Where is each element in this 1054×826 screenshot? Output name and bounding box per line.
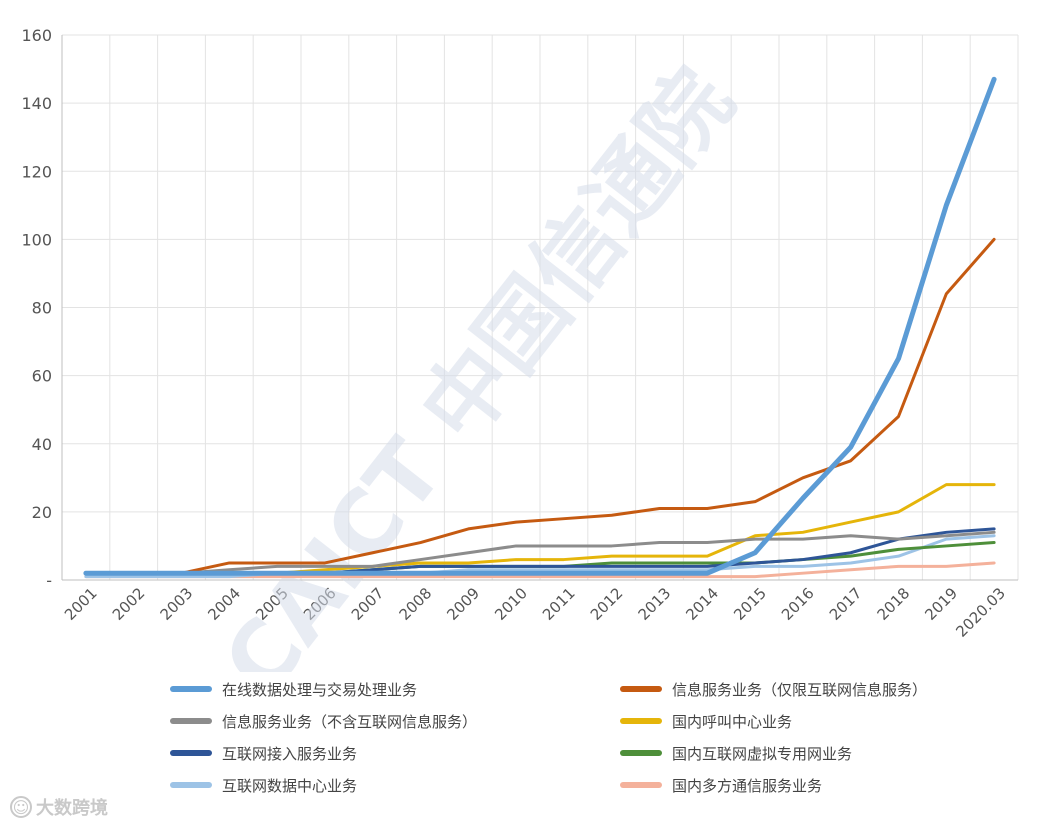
legend-swatch xyxy=(620,750,662,756)
x-tick-label: 2015 xyxy=(730,584,770,624)
legend-label: 国内多方通信服务业务 xyxy=(672,776,823,795)
legend-swatch xyxy=(170,750,212,756)
y-tick-label: 120 xyxy=(21,162,52,181)
logo-icon: ☺ xyxy=(10,796,32,818)
legend-swatch xyxy=(170,718,212,724)
legend-swatch xyxy=(620,718,662,724)
legend-item: 国内呼叫中心业务 xyxy=(620,708,792,734)
legend-item: 信息服务业务（不含互联网信息服务） xyxy=(170,708,477,734)
legend-label: 在线数据处理与交易处理业务 xyxy=(222,680,418,699)
x-tick-label: 2013 xyxy=(635,584,675,624)
y-tick-label: - xyxy=(46,571,52,590)
y-tick-label: 40 xyxy=(32,435,52,454)
x-tick-label: 2016 xyxy=(778,584,818,624)
legend-item: 国内互联网虚拟专用网业务 xyxy=(620,740,852,766)
y-tick-label: 140 xyxy=(21,94,52,113)
series-line-7 xyxy=(84,534,996,579)
y-tick-label: 160 xyxy=(21,26,52,45)
x-tick-label: 2014 xyxy=(682,584,722,624)
x-tick-label: 2011 xyxy=(539,584,579,624)
legend-label: 互联网数据中心业务 xyxy=(222,776,358,795)
overlay-watermark: CAICT 中国信通院 xyxy=(203,50,752,672)
legend-swatch xyxy=(620,782,662,788)
legend-swatch xyxy=(170,782,212,788)
legend-swatch xyxy=(170,686,212,692)
footer-watermark: ☺ 大数跨境 xyxy=(10,794,108,820)
footer-watermark-text: 大数跨境 xyxy=(36,798,108,819)
series-line-2 xyxy=(84,237,996,575)
x-tick-label: 2020.03 xyxy=(952,584,1009,641)
x-tick-label: 2018 xyxy=(874,584,914,624)
x-tick-label: 2008 xyxy=(396,584,436,624)
legend-label: 国内互联网虚拟专用网业务 xyxy=(672,744,853,763)
legend-label: 信息服务业务（不含互联网信息服务） xyxy=(222,712,478,731)
legend-label: 信息服务业务（仅限互联网信息服务） xyxy=(672,680,928,699)
y-tick-label: 80 xyxy=(32,299,52,318)
series-line-1 xyxy=(83,76,997,576)
legend-item: 互联网接入服务业务 xyxy=(170,740,357,766)
y-tick-label: 20 xyxy=(32,503,52,522)
x-tick-label: 2017 xyxy=(826,584,866,624)
x-tick-label: 2010 xyxy=(491,584,531,624)
y-tick-label: 100 xyxy=(21,230,52,249)
legend-item: 信息服务业务（仅限互联网信息服务） xyxy=(620,676,927,702)
x-tick-label: 2019 xyxy=(921,584,961,624)
x-tick-label: 2003 xyxy=(157,584,197,624)
y-tick-label: 60 xyxy=(32,367,52,386)
legend: 在线数据处理与交易处理业务 信息服务业务（仅限互联网信息服务） 信息服务业务（不含互… xyxy=(0,672,1054,802)
legend-label: 互联网接入服务业务 xyxy=(222,744,358,763)
legend-item: 在线数据处理与交易处理业务 xyxy=(170,676,417,702)
x-tick-label: 2012 xyxy=(587,584,627,624)
x-tick-label: 2001 xyxy=(61,584,101,624)
x-tick-label: 2009 xyxy=(443,584,483,624)
legend-item: 互联网数据中心业务 xyxy=(170,772,357,798)
series-line-3 xyxy=(84,530,996,575)
x-tick-label: 2002 xyxy=(109,584,149,624)
legend-item: 国内多方通信服务业务 xyxy=(620,772,822,798)
legend-label: 国内呼叫中心业务 xyxy=(672,712,793,731)
legend-swatch xyxy=(620,686,662,692)
